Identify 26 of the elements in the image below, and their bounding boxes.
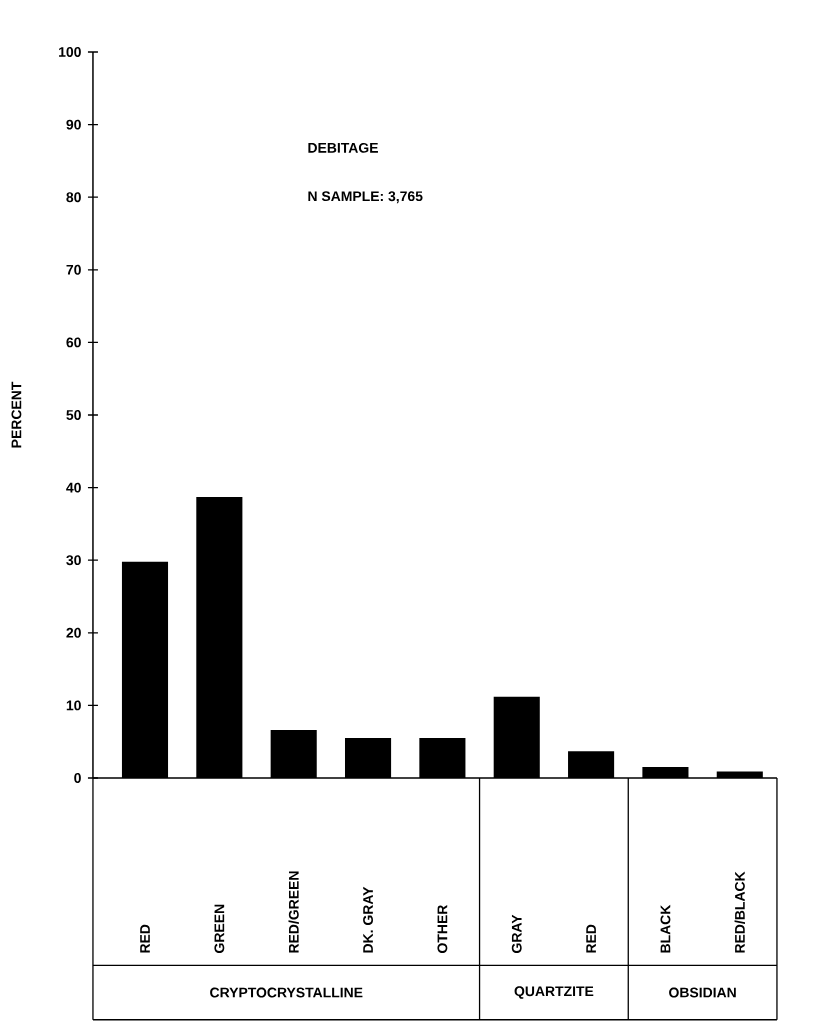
y-tick-label: 20 xyxy=(66,627,81,638)
y-tick-label: 40 xyxy=(66,482,81,493)
y-axis-title: PERCENT xyxy=(11,381,22,448)
y-tick-label: 80 xyxy=(66,192,81,203)
x-tick-label: GREEN xyxy=(214,904,225,953)
y-tick-label: 90 xyxy=(66,119,81,130)
text: OBSIDIAN xyxy=(669,987,736,998)
y-tick-label: 50 xyxy=(66,410,81,420)
y-tick-label: 0 xyxy=(74,773,81,783)
x-tick-label: RED xyxy=(586,924,596,953)
x-tick-label: DK. GRAY xyxy=(363,886,373,953)
text: DEBITAGE xyxy=(308,142,378,153)
x-tick-label: OTHER xyxy=(437,904,448,953)
x-tick-label: RED/BLACK xyxy=(734,871,745,953)
text: CRYPTOCRYSTALLINE xyxy=(210,987,363,998)
x-tick-label: BLACK xyxy=(660,904,671,953)
text: N SAMPLE: 3,765 xyxy=(308,191,423,204)
y-tick-label: 60 xyxy=(66,337,81,348)
y-tick-label: 100 xyxy=(59,47,81,57)
y-tick-label: 30 xyxy=(66,555,81,566)
x-tick-label: GRAY xyxy=(511,914,522,953)
x-tick-label: RED/GREEN xyxy=(288,871,299,953)
y-tick-label: 70 xyxy=(66,264,81,275)
text: QUARTZITE xyxy=(514,986,594,999)
y-tick-label: 10 xyxy=(66,700,81,711)
x-tick-label: RED xyxy=(140,924,150,953)
